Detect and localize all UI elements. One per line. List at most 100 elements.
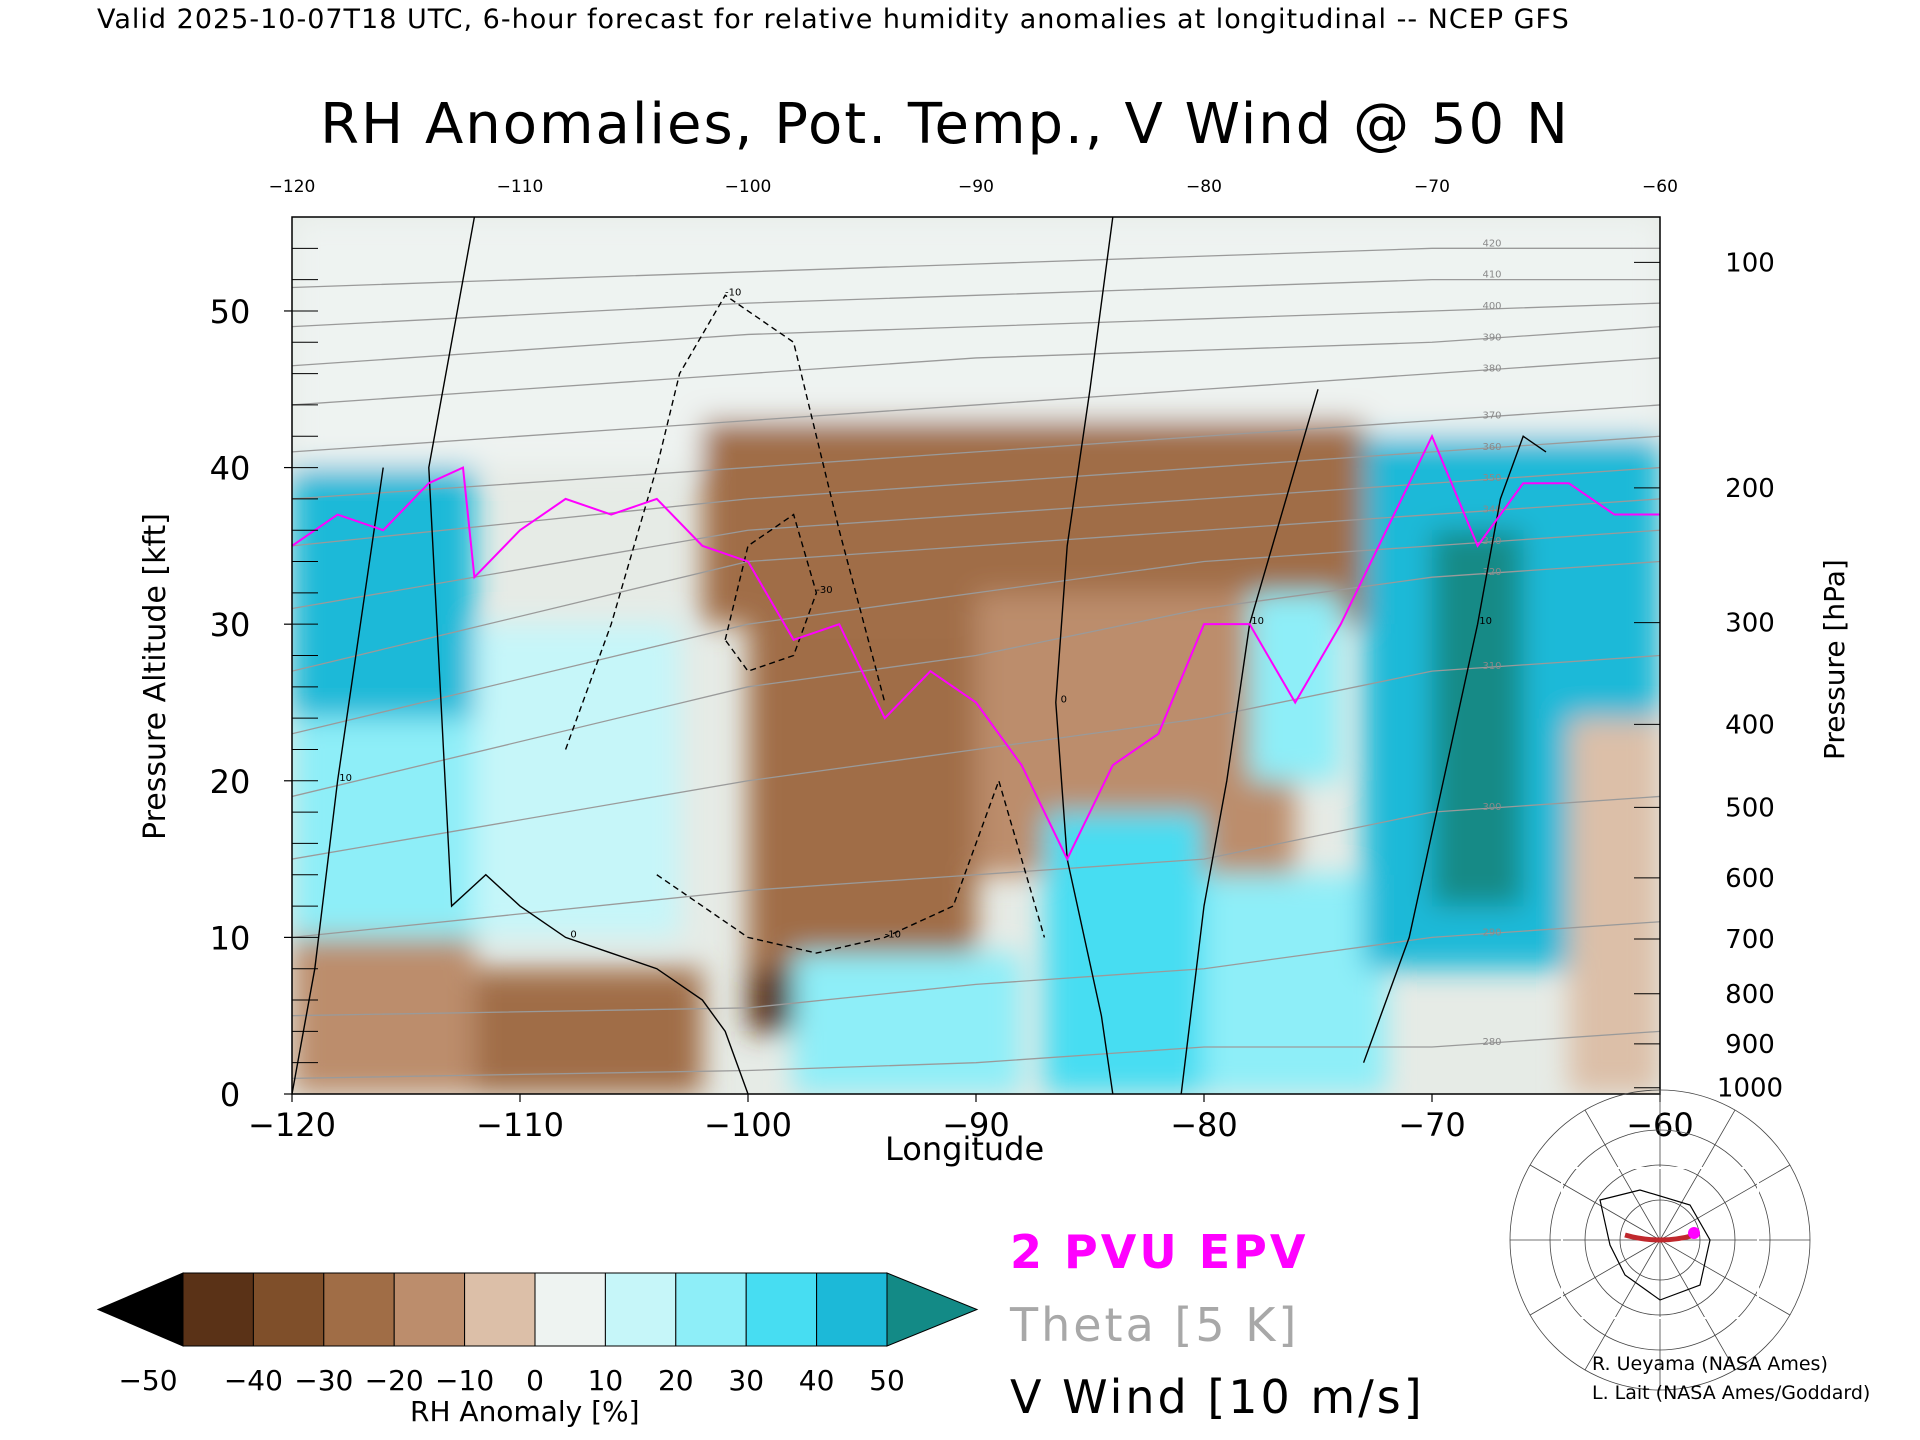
colorbar-tick-label: −10 <box>435 1364 494 1397</box>
colorbar-under-arrow <box>96 1272 184 1347</box>
y-tick-label: 20 <box>210 763 251 801</box>
colorbar-segment <box>604 1272 677 1347</box>
colorbar-tick-label: 50 <box>869 1364 905 1397</box>
x-tick-label: −80 <box>1170 1106 1238 1144</box>
theta-contour-line <box>292 435 1660 547</box>
inset-point <box>1688 1227 1700 1239</box>
credit-line: L. Lait (NASA Ames/Goddard) <box>1592 1382 1871 1404</box>
x-axis-label: Longitude <box>885 1130 1045 1168</box>
colorbar-tick-label: 10 <box>588 1364 624 1397</box>
pressure-tick-label: 100 <box>1725 248 1775 278</box>
inset-edge <box>1561 1167 1759 1319</box>
colorbar-segment <box>745 1272 818 1347</box>
y-tick-label: 30 <box>210 606 251 644</box>
v-wind-contour-label: -10 <box>885 929 901 940</box>
colorbar-tick-label: 0 <box>526 1364 544 1397</box>
v-wind-contour-line <box>428 217 749 1094</box>
x-top-tick-label: −120 <box>269 177 316 197</box>
v-wind-contour-label: 0 <box>570 929 576 940</box>
pressure-tick-label: 200 <box>1725 474 1775 504</box>
rh-anomaly-cell <box>1432 530 1524 907</box>
colorbar-tick-label: 40 <box>799 1364 835 1397</box>
v-wind-contour-label: 10 <box>1479 616 1492 627</box>
colorbar-tick-label: 30 <box>728 1364 764 1397</box>
pressure-tick-label: 1000 <box>1717 1074 1783 1104</box>
theta-contour-line <box>292 247 1660 289</box>
colorbar-tick-label: −40 <box>224 1364 283 1397</box>
rh-anomaly-cell <box>1204 874 1387 1094</box>
theta-contour-label: 400 <box>1482 301 1501 312</box>
v-wind-contour-line <box>724 513 818 672</box>
rh-anomaly-cell <box>748 624 976 969</box>
pressure-tick-label: 400 <box>1725 710 1775 740</box>
theta-contour-label: 320 <box>1482 567 1501 578</box>
x-tick-label: −120 <box>248 1106 336 1144</box>
epv-line <box>292 433 1660 862</box>
rh-anomaly-cell <box>748 968 794 1032</box>
colorbar-tick-label: 20 <box>658 1364 694 1397</box>
theta-contour-label: 300 <box>1482 802 1501 813</box>
x-top-tick-label: −110 <box>497 177 544 197</box>
v-wind-contour-label: 10 <box>1251 616 1264 627</box>
y-tick-label: 0 <box>220 1076 240 1114</box>
colorbar-label: RH Anomaly [%] <box>410 1395 640 1428</box>
colorbar-tick-label: −20 <box>365 1364 424 1397</box>
y-axis-label: Pressure Altitude [kft] <box>138 513 173 840</box>
rh-anomaly-cell <box>474 624 680 938</box>
theta-contour-line <box>292 795 1660 939</box>
v-wind-contour-line <box>292 467 384 1094</box>
theta-contour-label: 310 <box>1482 661 1501 672</box>
v-wind-contour-label: -30 <box>816 585 832 596</box>
theta-contour-label: 350 <box>1482 473 1501 484</box>
theta-contour-label: 380 <box>1482 364 1501 375</box>
theta-contour-line <box>292 357 1660 453</box>
colorbar-over-arrow <box>886 1272 979 1347</box>
pressure-tick-label: 600 <box>1725 864 1775 894</box>
inset-track <box>1624 1232 1696 1243</box>
x-top-tick-label: −60 <box>1642 177 1678 197</box>
x-tick-label: −110 <box>476 1106 564 1144</box>
colorbar-tick-label: −50 <box>118 1364 177 1397</box>
theta-contour-label: 290 <box>1482 927 1501 938</box>
x-tick-label: −90 <box>942 1106 1010 1144</box>
rh-anomaly-cell <box>1249 592 1341 781</box>
theta-contour-label: 390 <box>1482 332 1501 343</box>
x-top-tick-label: −90 <box>958 177 994 197</box>
y-tick-label: 10 <box>210 919 251 957</box>
theta-contour-label: 420 <box>1482 238 1501 249</box>
rh-anomaly-cell <box>1044 812 1204 1094</box>
credit-line: R. Ueyama (NASA Ames) <box>1592 1353 1828 1375</box>
v-wind-contours: 0 10 0 10 -10 -10 -30 10 <box>292 217 1547 1094</box>
theta-contour-line <box>292 1030 1660 1079</box>
colorbar-segment <box>675 1272 747 1347</box>
colorbar-segment <box>182 1272 254 1347</box>
colorbar: −50 −40 −30 −20 −10 0 10 20 30 40 50 <box>96 1272 979 1397</box>
theta-contour-label: 360 <box>1482 442 1501 453</box>
x-top-tick-label: −100 <box>725 177 772 197</box>
inset-map <box>1509 1089 1811 1391</box>
theta-contour-line <box>292 498 1660 672</box>
v-wind-contour-line <box>1055 217 1114 1094</box>
colorbar-segment <box>323 1272 395 1347</box>
pressure-tick-label: 300 <box>1725 609 1775 639</box>
x-tick-label: −70 <box>1398 1106 1466 1144</box>
field-blend <box>292 217 1660 1094</box>
rh-anomaly-field <box>292 217 1660 1094</box>
epv-2pvu-line <box>292 433 1660 862</box>
x-top-tick-label: −70 <box>1414 177 1450 197</box>
y-tick-label: 40 <box>210 450 251 488</box>
v-wind-contour-label: 0 <box>1061 694 1067 705</box>
y-tick-label: 50 <box>210 293 251 331</box>
colorbar-tick-label: −30 <box>294 1364 353 1397</box>
v-wind-contour-label: -10 <box>725 287 741 298</box>
chart-title: RH Anomalies, Pot. Temp., V Wind @ 50 N <box>320 92 1570 157</box>
x-top-tick-label: −80 <box>1186 177 1222 197</box>
x-tick-label: −100 <box>704 1106 792 1144</box>
rh-anomaly-cell <box>1568 718 1660 1094</box>
theta-contour-label: 340 <box>1482 505 1501 516</box>
colorbar-segment <box>816 1272 888 1347</box>
legend-v-wind: V Wind [10 m/s] <box>1010 1370 1425 1424</box>
v-wind-contour-line <box>656 778 1046 954</box>
pressure-tick-label: 900 <box>1725 1030 1775 1060</box>
